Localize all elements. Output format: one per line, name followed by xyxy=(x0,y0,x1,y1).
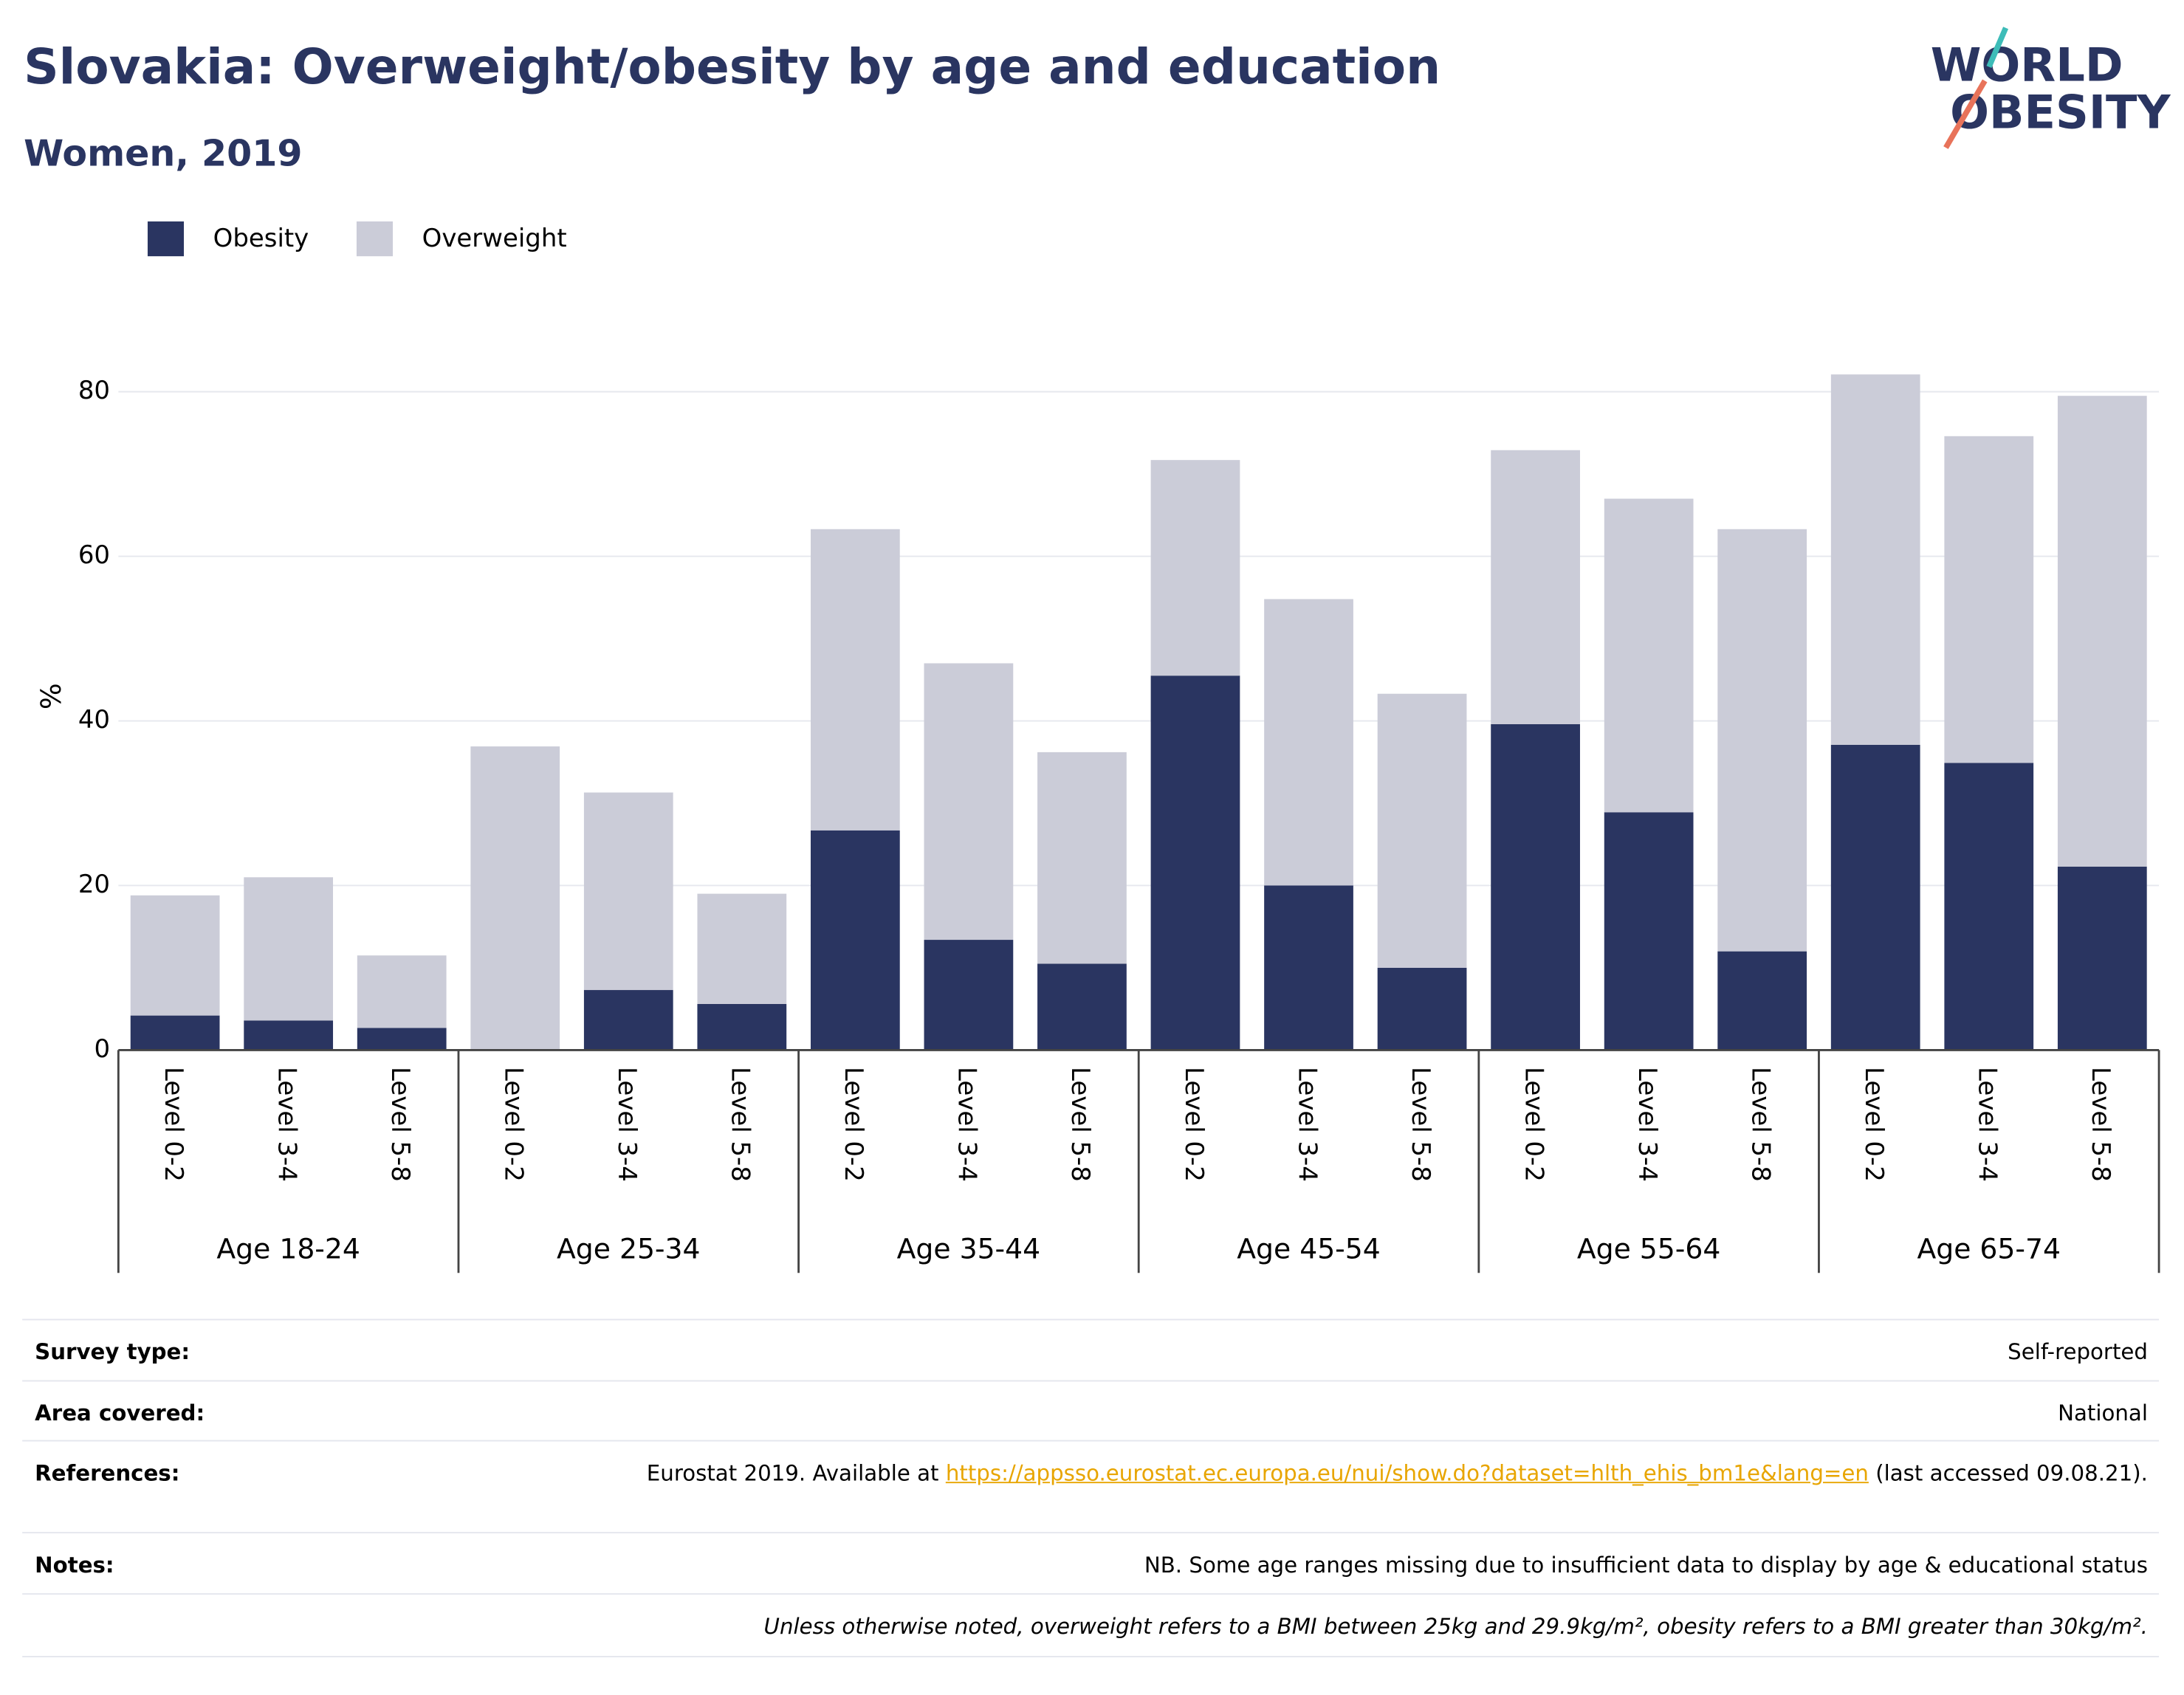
bar-segment xyxy=(470,746,560,1051)
bar-segment xyxy=(130,895,220,1016)
footer-label: Notes: xyxy=(35,1553,114,1578)
x-tick-label: Level 3-4 xyxy=(1973,1067,2002,1182)
bar-segment xyxy=(1604,498,1694,813)
footer-label: Survey type: xyxy=(35,1339,190,1365)
y-tick-label: 20 xyxy=(78,870,110,899)
footer-row: References: Eurostat 2019. Available at h… xyxy=(22,1440,2160,1533)
bar-segment xyxy=(1150,460,1240,676)
bar-segment xyxy=(357,1028,447,1051)
y-tick-label: 80 xyxy=(78,376,110,405)
bar-segment xyxy=(697,893,787,1004)
y-axis-label: % xyxy=(35,683,67,709)
group-label: Age 25-34 xyxy=(557,1233,701,1265)
x-tick-label: Level 0-2 xyxy=(1179,1067,1209,1182)
bar-segment xyxy=(1264,599,1353,886)
x-tick-label: Level 3-4 xyxy=(952,1067,982,1182)
ref-text: Eurostat 2019. Available at xyxy=(646,1460,939,1486)
bar-segment xyxy=(357,955,447,1028)
bar-segment xyxy=(1717,529,1807,952)
footer-row: Unless otherwise noted, overweight refer… xyxy=(22,1593,2160,1657)
bar-segment xyxy=(1830,374,1920,745)
y-tick-label: 60 xyxy=(78,540,110,570)
group-label: Age 35-44 xyxy=(897,1233,1041,1265)
x-tick-label: Level 3-4 xyxy=(1292,1067,1322,1182)
bar-segment xyxy=(810,830,900,1051)
bar-segment xyxy=(1037,963,1127,1051)
footer-value: Self-reported xyxy=(2008,1339,2148,1365)
bar-segment xyxy=(1150,675,1240,1051)
footer-label: Area covered: xyxy=(35,1400,205,1426)
x-tick-label: Level 5-8 xyxy=(1065,1067,1095,1182)
bar-segment xyxy=(1264,885,1353,1051)
bar-segment xyxy=(2057,866,2147,1051)
x-tick-label: Level 0-2 xyxy=(1519,1067,1548,1182)
x-tick-label: Level 5-8 xyxy=(726,1067,755,1182)
bar-segment xyxy=(1944,436,2034,763)
bar-segment xyxy=(583,792,673,991)
chart-title: Slovakia: Overweight/obesity by age and … xyxy=(24,38,1440,95)
chart-subtitle: Women, 2019 xyxy=(24,131,302,174)
ref-link[interactable]: https://appsso.eurostat.ec.europa.eu/nui… xyxy=(945,1460,1869,1486)
bar-segment xyxy=(1717,951,1807,1051)
group-label: Age 18-24 xyxy=(216,1233,360,1265)
footer-row: Survey type: Self-reported xyxy=(22,1318,2160,1382)
logo-text: WORLD xyxy=(1931,38,2123,92)
footer-value: NB. Some age ranges missing due to insuf… xyxy=(1144,1553,2148,1578)
group-label: Age 65-74 xyxy=(1917,1233,2061,1265)
footer-row: Area covered: National xyxy=(22,1380,2160,1442)
footer-row: Notes: NB. Some age ranges missing due to… xyxy=(22,1532,2160,1595)
bar-segment xyxy=(810,529,900,831)
group-label: Age 55-64 xyxy=(1577,1233,1721,1265)
bar-segment xyxy=(130,1015,220,1051)
bar-segment xyxy=(697,1003,787,1051)
chart: Slovakia: Overweight/obesity by age and … xyxy=(24,27,2171,1273)
bar-segment xyxy=(924,940,1014,1051)
x-tick-label: Level 5-8 xyxy=(2086,1067,2115,1182)
legend-swatch xyxy=(356,221,393,257)
x-tick-label: Level 5-8 xyxy=(1745,1067,1775,1182)
bar-segment xyxy=(1491,450,1580,724)
bar-segment xyxy=(1377,967,1467,1051)
group-label: Age 45-54 xyxy=(1237,1233,1381,1265)
x-tick-label: Level 5-8 xyxy=(1406,1067,1435,1182)
x-tick-label: Level 0-2 xyxy=(1859,1067,1889,1182)
x-tick-label: Level 0-2 xyxy=(159,1067,188,1182)
footer-definition: Unless otherwise noted, overweight refer… xyxy=(763,1614,2148,1640)
logo-slash xyxy=(1943,79,1988,149)
bar-segment xyxy=(2057,396,2147,867)
bar-segment xyxy=(1944,763,2034,1051)
x-tick-label: Level 0-2 xyxy=(499,1067,529,1182)
bar-segment xyxy=(1830,744,1920,1051)
footer-value: Eurostat 2019. Available at https://apps… xyxy=(616,1458,2148,1490)
footer-value: National xyxy=(2058,1400,2148,1426)
x-tick-label: Level 0-2 xyxy=(839,1067,868,1182)
y-tick-label: 0 xyxy=(94,1034,110,1064)
ref-after: (last accessed 09.08.21). xyxy=(1875,1460,2148,1486)
bar-segment xyxy=(1604,812,1694,1051)
logo-slash xyxy=(1986,27,2009,69)
legend-label: Obesity xyxy=(213,224,309,253)
bar-segment xyxy=(1037,752,1127,964)
footer-label: References: xyxy=(35,1460,180,1486)
legend-label: Overweight xyxy=(422,224,567,253)
x-tick-label: Level 5-8 xyxy=(385,1067,415,1182)
legend-swatch xyxy=(147,221,185,257)
bar-segment xyxy=(1491,723,1580,1051)
logo-text: OBESITY xyxy=(1950,86,2171,140)
bar-segment xyxy=(1377,693,1467,968)
x-tick-label: Level 3-4 xyxy=(1632,1067,1662,1182)
bar-segment xyxy=(583,990,673,1051)
x-tick-label: Level 3-4 xyxy=(612,1067,642,1182)
bar-segment xyxy=(244,1020,334,1051)
x-tick-label: Level 3-4 xyxy=(272,1067,301,1182)
y-tick-label: 40 xyxy=(78,705,110,735)
bar-segment xyxy=(924,663,1014,941)
bar-segment xyxy=(244,877,334,1021)
